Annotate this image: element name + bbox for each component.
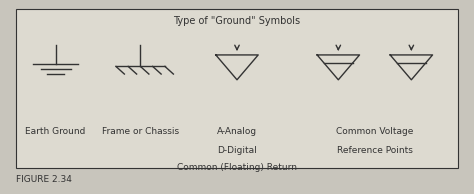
Text: A-Analog: A-Analog: [217, 127, 257, 136]
Text: Common Voltage: Common Voltage: [336, 127, 413, 136]
FancyBboxPatch shape: [16, 9, 458, 168]
Text: Reference Points: Reference Points: [337, 146, 413, 155]
Text: FIGURE 2.34: FIGURE 2.34: [16, 175, 72, 184]
Text: Earth Ground: Earth Ground: [26, 127, 86, 136]
Text: Frame or Chassis: Frame or Chassis: [102, 127, 179, 136]
Text: Type of "Ground" Symbols: Type of "Ground" Symbols: [173, 16, 301, 26]
Text: D-Digital: D-Digital: [217, 146, 257, 155]
Text: Common (Floating) Return: Common (Floating) Return: [177, 163, 297, 172]
